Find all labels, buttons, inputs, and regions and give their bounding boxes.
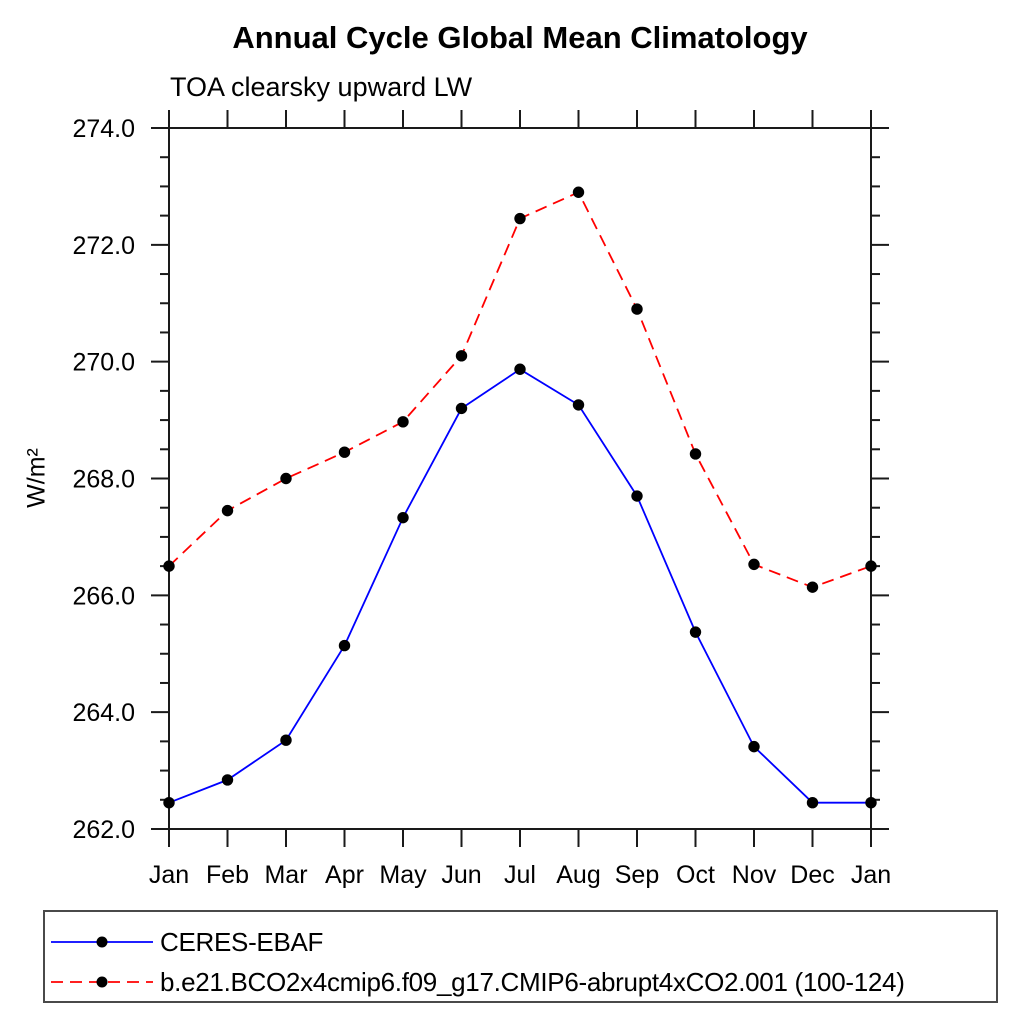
- y-tick-labels: 262.0 264.0 266.0 268.0 270.0 272.0 274.0: [72, 115, 135, 844]
- data-point: [221, 504, 234, 517]
- legend-line-sample-dashed: [51, 976, 153, 988]
- y-tick-label: 266.0: [72, 582, 135, 610]
- chart-subtitle: TOA clearsky upward LW: [170, 72, 473, 102]
- data-point: [514, 363, 526, 375]
- data-point: [280, 472, 292, 485]
- data-point: [572, 399, 585, 411]
- x-tick-label: Jun: [441, 861, 481, 889]
- data-point: [806, 797, 819, 809]
- data-point: [631, 303, 643, 315]
- x-tick-label: Aug: [556, 861, 600, 889]
- series-model-run: [168, 191, 872, 589]
- data-point: [221, 774, 234, 786]
- x-tick-label: Jan: [149, 861, 189, 889]
- data-point: [397, 511, 409, 524]
- y-tick-label: 270.0: [72, 349, 135, 377]
- y-tick-label: 274.0: [72, 115, 135, 143]
- y-tick-label: 264.0: [72, 699, 135, 727]
- legend-row: b.e21.BCO2x4cmip6.f09_g17.CMIP6-abrupt4x…: [50, 962, 996, 1002]
- frame-rect: [168, 127, 872, 830]
- chart-title: Annual Cycle Global Mean Climatology: [232, 20, 808, 55]
- data-point: [455, 402, 468, 415]
- x-tick-label: Apr: [325, 861, 364, 889]
- data-point: [338, 639, 351, 652]
- data-point: [572, 186, 585, 198]
- legend-line-sample-solid: [51, 936, 153, 948]
- x-tick-label: Dec: [790, 861, 834, 889]
- x-tick-label: Feb: [206, 861, 249, 889]
- axis-frame: [168, 127, 872, 830]
- data-point: [455, 350, 468, 362]
- x-tick-label: May: [379, 861, 427, 889]
- data-point: [631, 490, 643, 502]
- x-tick-label: Nov: [732, 861, 777, 889]
- data-point: [865, 797, 877, 809]
- y-tick-label: 262.0: [72, 816, 135, 844]
- x-tick-label: Jan: [851, 861, 891, 889]
- month-labels: Jan Feb Mar Apr May Jun Jul Aug Sep Oct Nov Dec Jan: [149, 861, 891, 889]
- data-point: [163, 797, 175, 809]
- x-ticks: [168, 110, 872, 847]
- x-tick-label: Sep: [615, 861, 659, 889]
- data-point: [748, 740, 760, 753]
- data-point: [689, 448, 702, 460]
- data-point: [397, 416, 409, 428]
- x-tick-label: Oct: [676, 861, 715, 889]
- data-point: [806, 581, 819, 593]
- legend-row: CERES-EBAF: [50, 922, 996, 962]
- data-point: [514, 212, 526, 225]
- data-point: [748, 558, 760, 571]
- series-line: [168, 368, 871, 804]
- legend: CERES-EBAF b.e21.BCO2x4cmip6.f09_g17.CMI…: [43, 910, 998, 1003]
- y-tick-label: 268.0: [72, 466, 135, 494]
- legend-label-ceres-ebaf: CERES-EBAF: [160, 926, 324, 957]
- legend-label-model-run: b.e21.BCO2x4cmip6.f09_g17.CMIP6-abrupt4x…: [160, 966, 905, 997]
- y-tick-label: 272.0: [72, 232, 135, 260]
- data-point: [689, 626, 702, 638]
- x-tick-label: Jul: [504, 861, 536, 889]
- y-ticks: [151, 127, 889, 830]
- series-line: [168, 191, 872, 589]
- data-point: [163, 560, 175, 572]
- series-ceres-ebaf: [168, 368, 871, 804]
- data-point: [280, 734, 292, 746]
- data-point: [865, 560, 877, 572]
- plot-area: Jan Feb Mar Apr May Jun Jul Aug Sep Oct Nov Dec Jan 2…: [72, 110, 891, 889]
- x-tick-label: Mar: [264, 861, 307, 889]
- data-markers: [163, 186, 877, 809]
- data-point: [338, 446, 351, 458]
